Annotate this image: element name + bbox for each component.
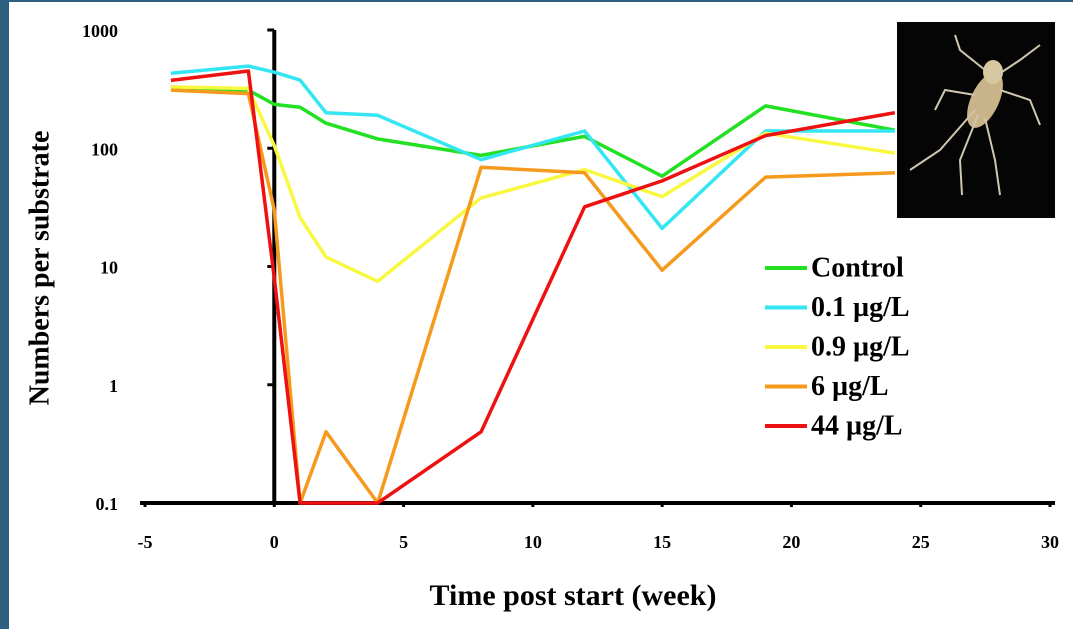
plot-area: 0.1 1 10 100 1000 -5 0 5 10 15 20 25 30 Control 0.1 µg… — [82, 21, 1059, 552]
legend-label: 0.9 µg/L — [811, 331, 910, 362]
y-axis-title: Numbers per substrate — [24, 131, 55, 406]
legend-label: Control — [811, 252, 904, 283]
x-axis-title: Time post start (week) — [430, 579, 717, 612]
legend-label: 44 µg/L — [811, 410, 903, 441]
x-tick-label: 10 — [524, 532, 542, 552]
x-tick-label: 30 — [1041, 532, 1059, 552]
legend-label: 0.1 µg/L — [811, 292, 910, 323]
legend-label: 6 µg/L — [811, 371, 889, 402]
x-tick-label: 15 — [653, 532, 671, 552]
y-tick-label: 100 — [91, 139, 118, 159]
y-tick-label: 1000 — [82, 21, 118, 41]
x-tick-label: 20 — [782, 532, 800, 552]
series-line — [170, 64, 895, 231]
y-tick-label: 1 — [109, 376, 118, 396]
series-line — [170, 85, 896, 178]
inset-photo — [897, 22, 1055, 218]
x-tick-label: 25 — [912, 532, 930, 552]
x-tick-label: 0 — [270, 532, 279, 552]
x-tick-label: -5 — [138, 532, 153, 552]
panel — [9, 2, 1073, 629]
series-line — [170, 69, 896, 505]
series-line — [170, 85, 896, 284]
y-tick-label: 10 — [100, 258, 118, 278]
x-tick-label: 5 — [399, 532, 408, 552]
y-tick-label: 0.1 — [96, 494, 119, 514]
